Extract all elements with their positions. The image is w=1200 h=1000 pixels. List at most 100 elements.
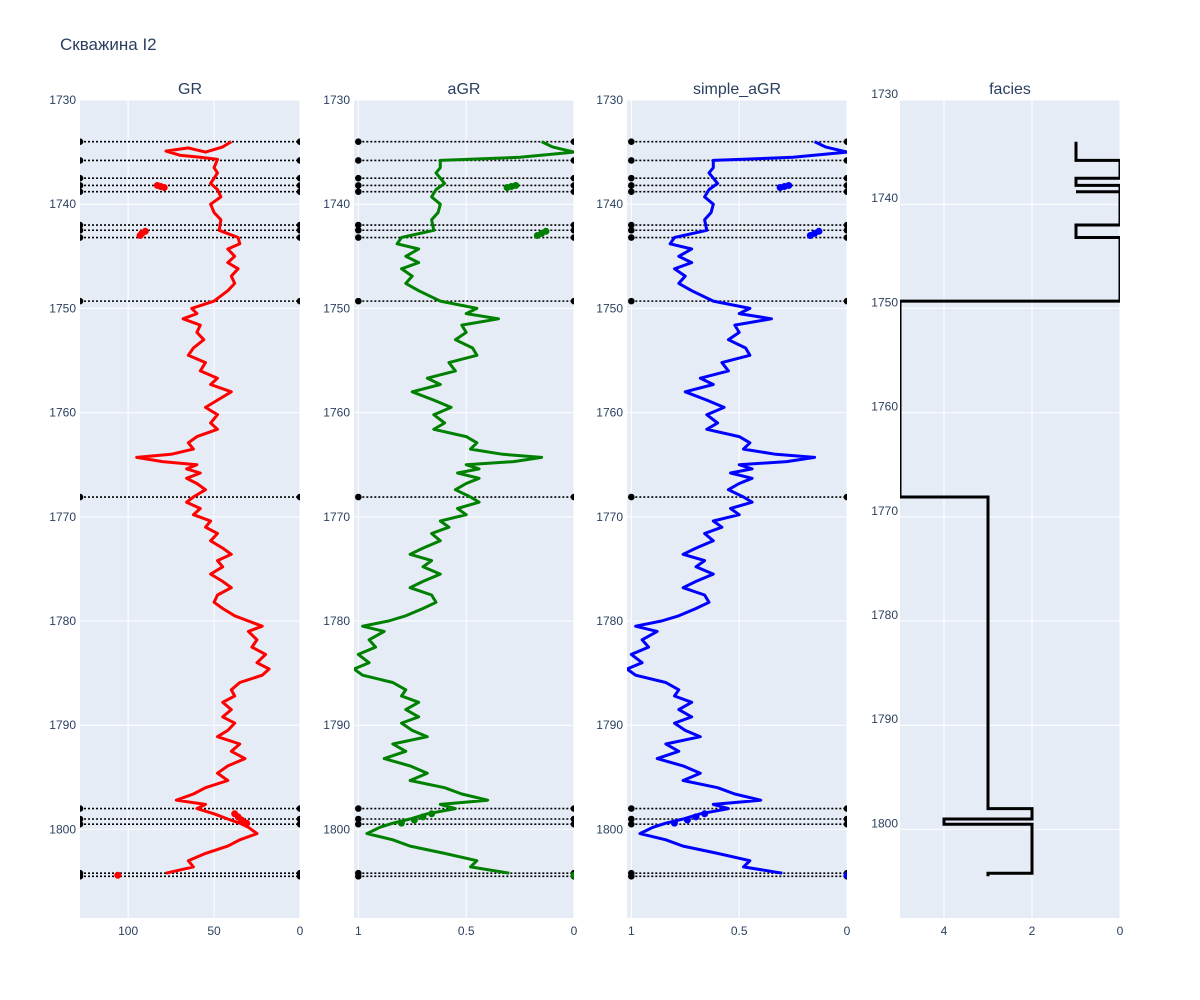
plot-background (900, 100, 1120, 918)
y-tick-label: 1770 (49, 510, 76, 524)
data-point (670, 819, 678, 827)
x-tick-label: 50 (207, 924, 221, 938)
boundary-marker (296, 221, 300, 229)
y-tick-label: 1800 (323, 822, 350, 836)
x-tick-label: 0 (297, 924, 304, 938)
y-tick-label: 1760 (596, 406, 623, 420)
y-tick-label: 1750 (323, 301, 350, 315)
data-layer (627, 138, 847, 880)
curve-GR (135, 140, 271, 875)
boundary-marker (843, 226, 847, 234)
boundary-marker (628, 297, 635, 305)
x-tick-label: 1 (628, 924, 635, 938)
panel-title: facies (989, 81, 1031, 98)
data-layer (900, 141, 1120, 877)
boundary-marker (80, 234, 84, 241)
boundary-marker (628, 234, 635, 241)
y-tick-label: 1760 (323, 406, 350, 420)
y-tick-label: 1740 (323, 197, 350, 211)
y-tick-label: 1730 (871, 87, 898, 101)
boundary-marker (843, 174, 847, 182)
boundary-marker (628, 820, 635, 828)
panel-GR: 1730 1740 1750 1760 1770 1780 1790 1800 100 50 0 GR (49, 81, 303, 938)
data-point (776, 184, 784, 192)
boundary-marker (296, 493, 300, 501)
chart-title: Скважина I2 (60, 35, 157, 54)
boundary-marker (628, 815, 635, 823)
boundary-marker (570, 297, 574, 305)
boundary-marker (570, 805, 574, 812)
boundary-marker (628, 805, 635, 812)
boundary-marker (843, 805, 847, 812)
boundary-marker (570, 188, 574, 195)
data-point (114, 871, 122, 879)
boundary-marker (628, 873, 635, 880)
x-tick-label: 0 (571, 924, 578, 938)
data-point (410, 816, 418, 824)
boundary-marker (570, 234, 574, 241)
boundary-marker (355, 188, 362, 195)
boundary-marker (296, 820, 300, 828)
boundary-marker (843, 188, 847, 195)
y-tick-label: 1790 (323, 718, 350, 732)
y-tick-label: 1750 (596, 301, 623, 315)
boundary-marker (80, 138, 84, 145)
panel-aGR: 1730 1740 1750 1760 1770 1780 1790 1800 1 0.5 0 aGR (323, 81, 577, 938)
curve-aGR (354, 140, 574, 875)
curve-simple_aGR (627, 140, 847, 875)
boundary-marker (628, 188, 635, 195)
panel-title: aGR (448, 81, 481, 98)
boundary-marker (843, 493, 847, 501)
y-tick-label: 1740 (49, 197, 76, 211)
x-tick-label: 100 (118, 924, 138, 938)
y-tick-label: 1740 (871, 191, 898, 205)
boundary-marker (628, 138, 635, 145)
boundary-marker (628, 182, 635, 189)
boundary-marker (355, 226, 362, 234)
boundary-marker (570, 174, 574, 182)
boundary-marker (80, 493, 84, 501)
boundary-marker (296, 234, 300, 241)
boundary-marker (570, 493, 574, 501)
boundary-marker (843, 138, 847, 145)
boundary-marker (296, 226, 300, 234)
y-tick-label: 1790 (871, 712, 898, 726)
boundary-marker (570, 226, 574, 234)
boundary-marker (843, 815, 847, 823)
boundary-marker (628, 174, 635, 182)
boundary-marker (296, 157, 300, 164)
boundary-marker (843, 182, 847, 189)
y-tick-label: 1760 (49, 406, 76, 420)
data-point (503, 184, 511, 192)
y-tick-label: 1780 (871, 608, 898, 622)
x-tick-label: 0.5 (731, 924, 748, 938)
boundary-marker (296, 188, 300, 195)
boundary-marker (80, 182, 84, 189)
boundary-marker (570, 157, 574, 164)
boundary-marker (80, 221, 84, 229)
x-tick-label: 4 (941, 924, 948, 938)
boundary-marker (80, 873, 84, 880)
plot-background (80, 100, 300, 918)
boundary-marker (843, 221, 847, 229)
panel-title: simple_aGR (693, 81, 781, 98)
boundary-marker (80, 815, 84, 823)
y-tick-label: 1800 (871, 816, 898, 830)
boundary-marker (296, 873, 300, 880)
boundary-marker (355, 493, 362, 501)
y-tick-label: 1790 (596, 718, 623, 732)
data-point (243, 819, 251, 827)
boundary-marker (296, 297, 300, 305)
boundary-marker (570, 182, 574, 189)
boundary-marker (628, 157, 635, 164)
data-point (419, 813, 427, 821)
panel-simple_aGR: 1730 1740 1750 1760 1770 1780 1790 1800 1 0.5 0 sim… (596, 81, 850, 938)
boundary-marker (80, 157, 84, 164)
y-tick-label: 1800 (49, 822, 76, 836)
boundary-marker (355, 234, 362, 241)
data-point (533, 231, 541, 239)
data-point (692, 813, 700, 821)
data-point (701, 810, 709, 818)
y-tick-label: 1750 (49, 301, 76, 315)
